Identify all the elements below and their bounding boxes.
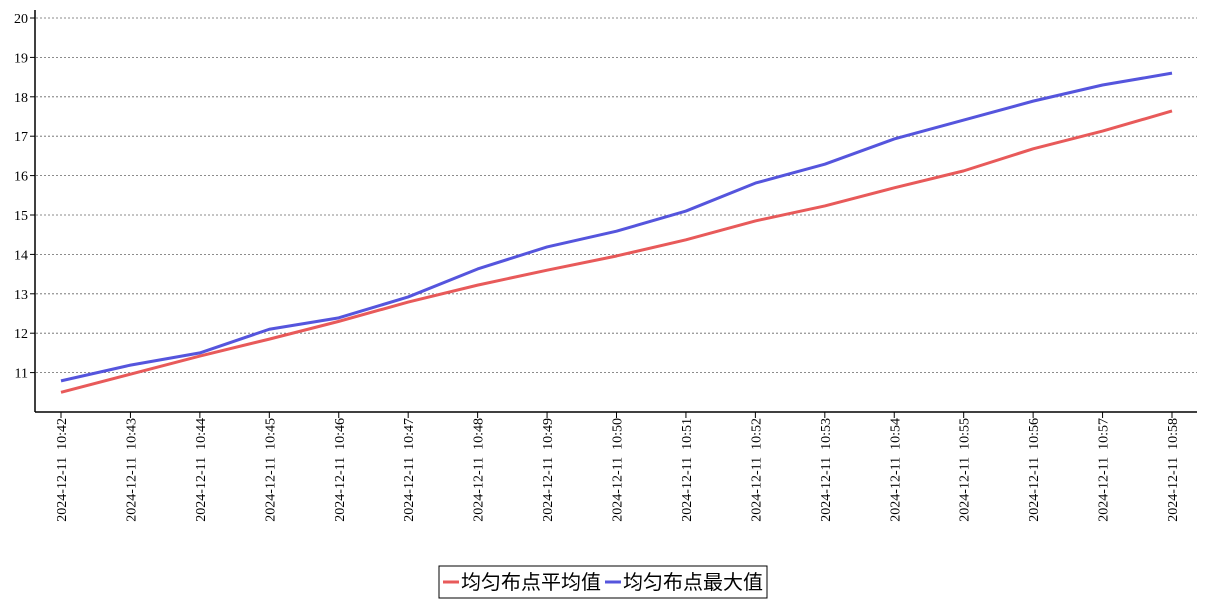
y-tick-label: 13 [14, 288, 28, 303]
y-tick-label: 15 [14, 209, 28, 224]
legend: 均匀布点平均值 均匀布点最大值 [438, 565, 768, 599]
y-tick-label: 12 [14, 327, 28, 342]
y-tick-label: 16 [14, 170, 28, 185]
x-tick-label: 2024-12-11 10:45 [263, 418, 278, 522]
x-tick-label: 2024-12-11 10:55 [958, 418, 973, 522]
y-tick-label: 17 [14, 130, 28, 145]
x-tick-label: 2024-12-11 10:58 [1166, 418, 1181, 522]
x-tick-label: 2024-12-11 10:53 [819, 418, 834, 522]
x-tick-label: 2024-12-11 10:42 [55, 418, 70, 522]
legend-label: 均匀布点平均值 [461, 571, 601, 594]
x-tick-label: 2024-12-11 10:49 [541, 418, 556, 522]
x-tick-label: 2024-12-11 10:46 [333, 418, 348, 522]
legend-box [438, 565, 768, 599]
y-tick-label: 14 [14, 248, 28, 263]
x-tick-label: 2024-12-11 10:54 [888, 418, 903, 522]
y-tick-label: 18 [14, 91, 28, 106]
line [60, 109, 1173, 394]
x-tick-label: 2024-12-11 10:51 [680, 418, 695, 522]
line [60, 71, 1173, 383]
legend-label: 均匀布点最大值 [623, 571, 763, 594]
x-tick-label: 2024-12-11 10:52 [749, 418, 764, 522]
y-tick-label: 11 [15, 367, 28, 382]
y-tick-label: 20 [14, 12, 28, 27]
x-tick-label: 2024-12-11 10:50 [611, 418, 626, 522]
x-tick-label: 2024-12-11 10:44 [194, 418, 209, 522]
x-tick-label: 2024-12-11 10:57 [1097, 418, 1112, 522]
x-tick-label: 2024-12-11 10:43 [124, 418, 139, 522]
x-tick-label: 2024-12-11 10:48 [472, 418, 487, 522]
x-tick-label: 2024-12-11 10:56 [1027, 418, 1042, 522]
y-tick-label: 19 [14, 51, 28, 66]
x-tick-label: 2024-12-11 10:47 [402, 418, 417, 522]
